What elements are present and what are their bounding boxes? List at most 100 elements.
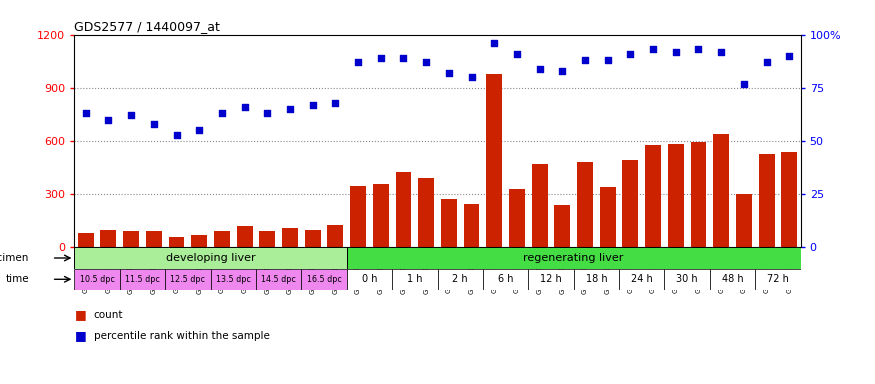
Bar xyxy=(664,269,710,290)
Point xyxy=(238,104,252,110)
Point xyxy=(646,46,660,53)
Bar xyxy=(192,235,207,247)
Bar xyxy=(441,199,457,247)
Bar xyxy=(169,237,185,247)
Text: 12.5 dpc: 12.5 dpc xyxy=(171,275,206,284)
Point xyxy=(79,110,93,116)
Bar xyxy=(668,144,683,247)
Point xyxy=(124,113,138,119)
Bar xyxy=(418,178,434,247)
Bar xyxy=(509,189,525,247)
Point xyxy=(215,110,229,116)
Bar xyxy=(755,269,801,290)
Text: 16.5 dpc: 16.5 dpc xyxy=(306,275,341,284)
Text: developing liver: developing liver xyxy=(165,253,256,263)
Bar xyxy=(487,74,502,247)
Bar xyxy=(101,230,116,247)
Text: 2 h: 2 h xyxy=(452,274,468,284)
Text: regenerating liver: regenerating liver xyxy=(523,253,624,263)
Point xyxy=(102,117,116,123)
Bar xyxy=(74,269,120,290)
Point xyxy=(465,74,479,80)
Bar xyxy=(736,194,752,247)
Bar xyxy=(350,186,366,247)
Text: 6 h: 6 h xyxy=(498,274,514,284)
Bar xyxy=(483,269,528,290)
Bar xyxy=(304,230,320,247)
Bar xyxy=(78,233,94,247)
Text: 11.5 dpc: 11.5 dpc xyxy=(125,275,160,284)
Bar xyxy=(373,184,388,247)
Text: 12 h: 12 h xyxy=(540,274,562,284)
Bar xyxy=(236,226,253,247)
Point xyxy=(623,51,637,57)
Bar xyxy=(74,247,346,269)
Point xyxy=(760,59,774,65)
Text: 1 h: 1 h xyxy=(407,274,423,284)
Point xyxy=(192,127,206,133)
Point xyxy=(556,68,570,74)
Bar xyxy=(282,228,298,247)
Bar xyxy=(346,269,392,290)
Point xyxy=(328,99,342,106)
Bar xyxy=(165,269,211,290)
Bar xyxy=(120,269,165,290)
Bar xyxy=(464,204,480,247)
Text: GDS2577 / 1440097_at: GDS2577 / 1440097_at xyxy=(74,20,220,33)
Bar xyxy=(578,162,593,247)
Point xyxy=(305,102,319,108)
Bar xyxy=(781,152,797,247)
Bar xyxy=(327,225,343,247)
Bar xyxy=(622,161,639,247)
Point xyxy=(737,80,751,86)
Text: 13.5 dpc: 13.5 dpc xyxy=(216,275,250,284)
Text: 0 h: 0 h xyxy=(361,274,377,284)
Text: 48 h: 48 h xyxy=(722,274,744,284)
Bar xyxy=(574,269,620,290)
Text: percentile rank within the sample: percentile rank within the sample xyxy=(94,331,270,341)
Bar xyxy=(710,269,755,290)
Text: count: count xyxy=(94,310,123,320)
Point xyxy=(668,48,682,55)
Text: ■: ■ xyxy=(74,329,86,343)
Bar xyxy=(392,269,438,290)
Bar xyxy=(301,269,347,290)
Text: 14.5 dpc: 14.5 dpc xyxy=(262,275,296,284)
Text: ■: ■ xyxy=(74,308,86,321)
Point xyxy=(578,57,592,63)
Bar xyxy=(713,134,729,247)
Text: 10.5 dpc: 10.5 dpc xyxy=(80,275,115,284)
Bar xyxy=(438,269,483,290)
Bar xyxy=(599,187,616,247)
Bar xyxy=(532,164,548,247)
Text: 18 h: 18 h xyxy=(585,274,607,284)
Point xyxy=(170,131,184,137)
Bar xyxy=(211,269,256,290)
Bar xyxy=(690,142,706,247)
Text: specimen: specimen xyxy=(0,253,29,263)
Bar xyxy=(620,269,664,290)
Bar xyxy=(645,146,661,247)
Point xyxy=(510,51,524,57)
Bar xyxy=(759,154,774,247)
Point xyxy=(714,48,728,55)
Point xyxy=(442,70,456,76)
Text: 24 h: 24 h xyxy=(631,274,653,284)
Bar xyxy=(214,230,230,247)
Bar xyxy=(346,247,801,269)
Point xyxy=(260,110,274,116)
Point xyxy=(533,66,547,72)
Bar xyxy=(259,231,276,247)
Text: 72 h: 72 h xyxy=(767,274,789,284)
Point xyxy=(374,55,388,61)
Bar xyxy=(555,205,570,247)
Bar xyxy=(256,269,301,290)
Bar xyxy=(123,230,139,247)
Bar xyxy=(396,172,411,247)
Point xyxy=(487,40,501,46)
Point xyxy=(351,59,365,65)
Point xyxy=(782,53,796,59)
Text: time: time xyxy=(5,274,29,284)
Point xyxy=(601,57,615,63)
Point xyxy=(691,46,705,53)
